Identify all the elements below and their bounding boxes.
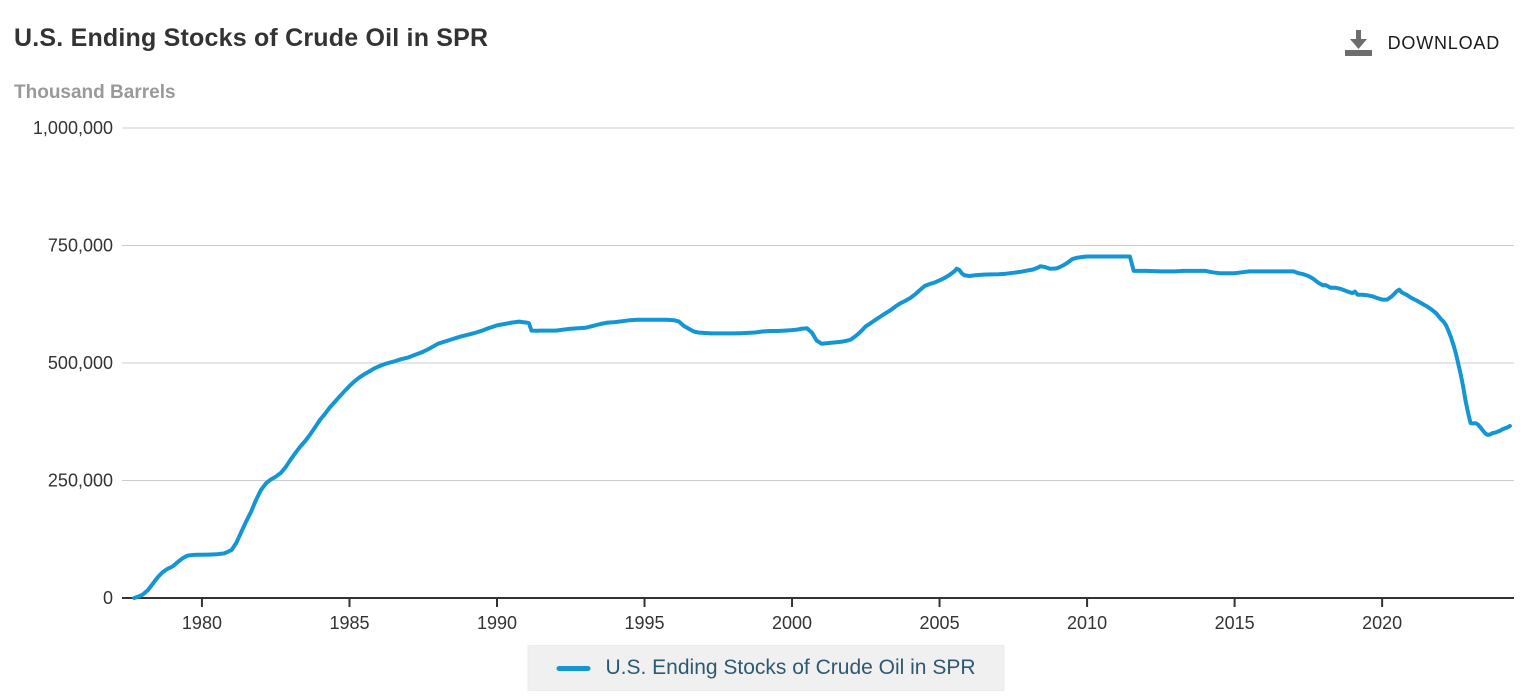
y-axis-tick-label: 750,000 xyxy=(48,236,113,256)
download-label: DOWNLOAD xyxy=(1387,33,1500,53)
x-axis-tick-label: 1985 xyxy=(329,613,369,633)
series-color-swatch xyxy=(556,665,591,671)
download-icon xyxy=(1343,30,1374,57)
x-axis-tick-label: 2020 xyxy=(1362,613,1402,633)
series-line-spr[interactable] xyxy=(132,254,1512,600)
y-axis-tick-label: 250,000 xyxy=(48,471,113,491)
y-axis-tick-label: 500,000 xyxy=(48,353,113,373)
x-axis-tick-label: 1980 xyxy=(182,613,222,633)
y-axis-tick-label: 1,000,000 xyxy=(33,118,113,138)
legend: U.S. Ending Stocks of Crude Oil in SPR xyxy=(527,645,1005,691)
x-axis-tick-label: 1995 xyxy=(624,613,664,633)
x-axis-tick-label: 2000 xyxy=(772,613,812,633)
x-axis-tick-label: 1990 xyxy=(477,613,517,633)
x-axis-tick-label: 2015 xyxy=(1215,613,1255,633)
x-axis-tick-label: 2010 xyxy=(1067,613,1107,633)
legend-item[interactable]: U.S. Ending Stocks of Crude Oil in SPR xyxy=(556,656,976,680)
axis-unit-label: Thousand Barrels xyxy=(14,82,176,103)
legend-label: U.S. Ending Stocks of Crude Oil in SPR xyxy=(605,656,976,679)
chart-title: U.S. Ending Stocks of Crude Oil in SPR xyxy=(14,24,489,52)
x-axis-tick-label: 2005 xyxy=(920,613,960,633)
download-button[interactable]: DOWNLOAD xyxy=(1339,28,1504,59)
y-axis-tick-label: 0 xyxy=(103,588,113,608)
